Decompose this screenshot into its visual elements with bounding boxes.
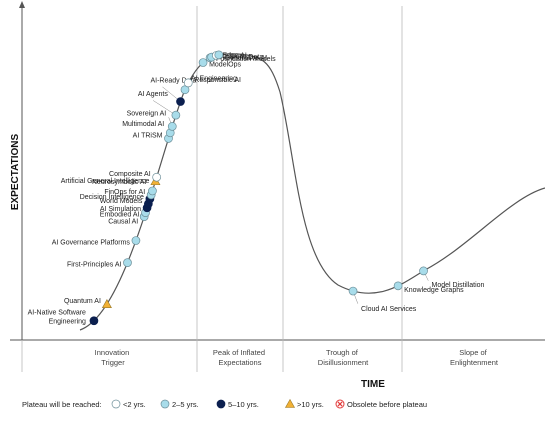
legend-entry-2to5: 2–5 yrs. (160, 399, 199, 409)
innovation-label: ModelOps (209, 62, 241, 69)
legend-title: Plateau will be reached: (22, 400, 102, 409)
innovation-label: AI Simulation (100, 206, 141, 213)
legend-entry-obsolete: Obsolete before plateau (335, 399, 427, 409)
plateau-marker (198, 58, 208, 67)
phase-label-peak: Peak of Inflated Expectations (213, 348, 267, 367)
legend-label: 2–5 yrs. (172, 400, 199, 409)
innovation-label: Artificial General Intelligence (61, 178, 150, 185)
innovation-label: AI-Native Software Engineering (28, 310, 86, 326)
phase-label-trough: Trough of Disillusionment (318, 348, 369, 367)
phase-label-slope: Slope of Enlightenment (450, 348, 499, 367)
innovation-label: AI Engineering (191, 76, 237, 83)
innovation-modelops: ModelOps (198, 58, 241, 69)
plateau-marker (101, 299, 112, 308)
innovation-label: Quantum AI (64, 298, 101, 305)
legend-entry-gt10: >10 yrs. (284, 398, 324, 409)
leader-line (152, 100, 177, 116)
innovation-responsible-ai: Responsible AI (183, 77, 241, 88)
innovation-label: Model Distillation (432, 282, 485, 289)
innovation-label: Knowledge Graphs (404, 287, 464, 294)
legend-entry-lt2: <2 yrs. (111, 399, 146, 409)
phase-label-innovation-trigger: Innovation Trigger (95, 348, 132, 367)
innovation-label: Embodied AI (100, 212, 140, 219)
innovation-label: AI Agents (138, 91, 168, 98)
plateau-marker (214, 50, 224, 60)
innovation-ai-governance-platforms: AI Governance Platforms (52, 236, 141, 247)
innovation-label: Foundation Models (216, 56, 276, 63)
plateau-marker (393, 281, 403, 291)
plateau-marker (123, 258, 132, 267)
legend-marker (284, 398, 296, 408)
innovation-sovereign-ai: Sovereign AI (127, 110, 177, 131)
legend-marker (216, 399, 226, 409)
legend: Plateau will be reached: <2 yrs. 2–5 yrs.… (22, 398, 427, 409)
innovation-label: Causal AI (108, 219, 138, 226)
y-axis-arrow (19, 1, 25, 8)
innovation-cloud-ai-services: Cloud AI Services (348, 286, 417, 313)
plateau-marker (89, 316, 99, 326)
plateau-marker (148, 186, 157, 196)
innovation-label: Neurosymbolic AI (92, 179, 147, 186)
innovation-label: Responsible AI (194, 77, 241, 84)
innovation-ai-ready-data: AI-Ready Data (150, 78, 197, 106)
legend-label: 5–10 yrs. (228, 400, 259, 409)
plateau-marker (183, 78, 193, 88)
legend-marker (335, 399, 345, 409)
innovation-label: Decision Intelligence (80, 194, 144, 201)
innovation-first-principles-ai: First-Principles AI (67, 258, 132, 269)
innovation-generative-ai: Generative AI (214, 50, 267, 62)
innovation-knowledge-graphs: Knowledge Graphs (393, 281, 464, 294)
innovation-label: Cloud AI Services (361, 306, 417, 313)
innovation-label: Edge AI (222, 52, 247, 59)
x-axis-title: TIME (361, 379, 385, 390)
innovation-label: World Models (100, 198, 143, 205)
innovation-label: AI-Ready Data (150, 78, 196, 85)
legend-marker (111, 399, 121, 409)
innovation-label: AI TRiSM (133, 132, 163, 139)
innovation-composite-ai: Composite AI (109, 171, 162, 182)
innovation-model-distillation: Model Distillation (419, 266, 485, 289)
plateau-marker (419, 266, 428, 276)
innovation-label: AI Governance Platforms (52, 240, 131, 247)
y-axis-title: EXPECTATIONS (10, 134, 21, 211)
legend-label: Obsolete before plateau (347, 400, 427, 409)
plateau-marker (131, 236, 141, 245)
innovation-label: Generative AI (225, 55, 267, 62)
innovation-ai-agents: AI Agents (138, 91, 181, 120)
legend-marker (160, 399, 170, 409)
plateau-marker (348, 286, 358, 296)
innovation-label: Composite AI (109, 171, 151, 178)
legend-label: >10 yrs. (297, 400, 324, 409)
legend-entry-5to10: 5–10 yrs. (216, 399, 259, 409)
innovation-label: Multimodal AI (122, 121, 164, 128)
innovation-label: FinOps for AI (104, 189, 145, 196)
plateau-marker (171, 110, 181, 120)
innovation-label: First-Principles AI (67, 262, 122, 269)
legend-label: <2 yrs. (123, 400, 146, 409)
innovation-ai-native-software-engineering: AI-Native Software Engineering (28, 310, 99, 326)
innovation-quantum-ai: Quantum AI (64, 298, 112, 308)
innovation-label: Sovereign AI (127, 110, 167, 117)
innovation-neurosymbolic-ai: Neurosymbolic AI (92, 179, 157, 196)
innovation-label: Synthetic Data (218, 54, 264, 61)
plateau-marker (176, 97, 185, 106)
plateau-marker (152, 172, 162, 182)
plateau-marker (167, 122, 177, 131)
